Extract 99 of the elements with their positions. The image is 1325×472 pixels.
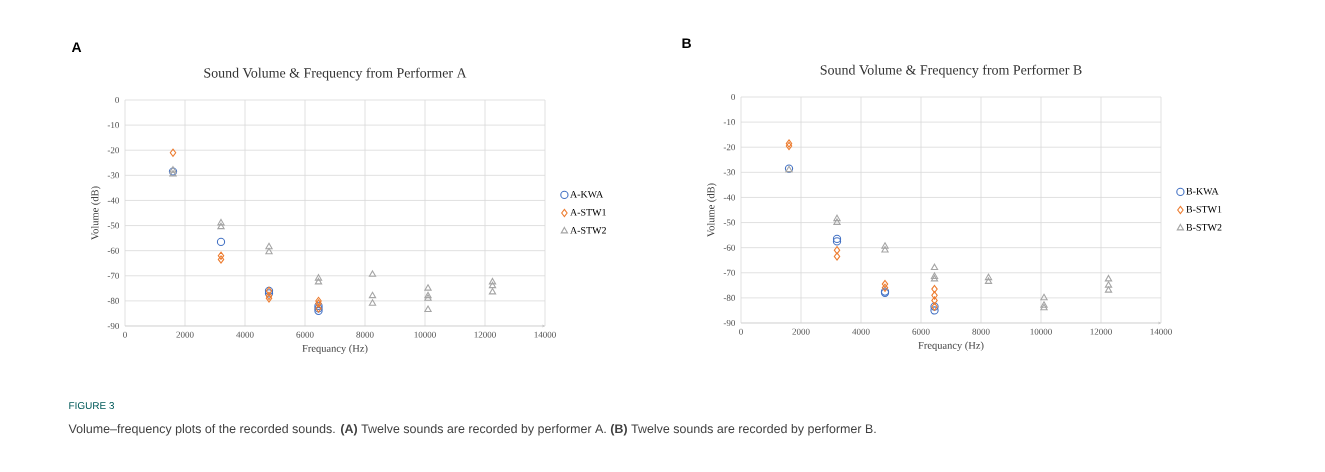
chart-title: Sound Volume & Frequency from Performer A <box>204 67 467 81</box>
x-tick-label: 0 <box>739 328 743 335</box>
point <box>881 242 889 249</box>
y-tick-label: -50 <box>723 219 736 226</box>
x-tick-label: 8000 <box>356 331 374 338</box>
y-tick-label: -30 <box>107 172 120 179</box>
point <box>833 214 841 222</box>
legend-label: A-STW1 <box>570 208 606 216</box>
y-tick-label: -40 <box>107 197 120 204</box>
point <box>424 305 432 313</box>
legend-label: B-STW1 <box>1186 205 1222 213</box>
x-tick-label: 10000 <box>414 331 436 338</box>
point <box>1040 303 1048 311</box>
point <box>1104 286 1113 293</box>
x-tick-label: 8000 <box>972 328 990 335</box>
point <box>833 252 841 261</box>
point <box>785 139 793 148</box>
y-tick-label: 0 <box>731 93 736 101</box>
point <box>930 306 939 315</box>
point <box>424 284 432 291</box>
y-tick-label: -80 <box>107 297 120 304</box>
y-axis-title: Volume (dB) <box>707 183 717 237</box>
point <box>368 299 377 306</box>
point <box>217 222 225 230</box>
legend-label: A-STW2 <box>570 227 606 234</box>
y-tick-label: -50 <box>107 222 120 229</box>
caption: FIGURE 3 <box>69 402 115 410</box>
y-tick-label: -90 <box>107 322 120 330</box>
x-tick-label: 12000 <box>1090 328 1112 335</box>
y-tick-label: -60 <box>107 247 120 254</box>
point <box>930 274 939 282</box>
point <box>217 251 225 260</box>
text: B <box>682 38 691 48</box>
point <box>315 296 322 306</box>
point <box>1040 301 1048 308</box>
y-tick-label: -20 <box>107 147 120 154</box>
point <box>265 247 273 255</box>
point <box>169 148 177 157</box>
text: Volume–frequency plots of the recorded sounds. (A) Twelve sounds are recorded by performer A. (B) Twelve sounds are recorded by performer B. <box>68 423 876 436</box>
point <box>1104 274 1113 282</box>
point <box>424 291 432 299</box>
text: A <box>71 42 82 52</box>
x-tick-label: 0 <box>123 331 127 338</box>
y-tick-label: -20 <box>723 144 736 151</box>
x-axis-title: Frequancy (Hz) <box>918 341 984 352</box>
x-tick-label: 6000 <box>912 328 930 335</box>
legend-label: B-STW2 <box>1186 224 1222 231</box>
point <box>314 274 323 281</box>
point <box>1040 293 1048 301</box>
point <box>833 246 841 255</box>
point <box>217 218 225 226</box>
point <box>265 242 273 250</box>
point <box>216 237 226 247</box>
point <box>833 218 841 225</box>
point <box>1104 281 1113 288</box>
x-axis-title: Frequancy (Hz) <box>302 344 368 355</box>
point <box>984 277 993 284</box>
x-tick-label: 6000 <box>296 331 314 338</box>
point <box>314 277 323 285</box>
chart-title: Sound Volume & Frequency from Performer B <box>820 64 1082 78</box>
point <box>424 294 432 301</box>
legend-label: B-KWA <box>1186 187 1219 195</box>
y-tick-label: -10 <box>107 122 120 129</box>
point <box>931 284 938 294</box>
point <box>488 277 497 285</box>
point <box>930 263 939 271</box>
y-tick-label: -70 <box>107 272 120 279</box>
point <box>368 291 377 299</box>
point <box>881 246 889 253</box>
y-axis-title: Volume (dB) <box>91 186 101 240</box>
y-tick-label: -30 <box>723 169 736 176</box>
x-tick-label: 2000 <box>792 328 810 335</box>
y-tick-label: -70 <box>723 269 736 276</box>
y-tick-label: -90 <box>723 319 736 327</box>
point <box>368 270 377 277</box>
y-tick-label: -80 <box>723 294 736 301</box>
x-tick-label: 10000 <box>1030 328 1052 335</box>
point <box>265 294 273 303</box>
y-tick-label: -40 <box>723 194 736 201</box>
point <box>984 273 993 281</box>
legend-label: A-KWA <box>570 190 604 198</box>
x-tick-label: 14000 <box>534 331 556 338</box>
point <box>881 283 889 292</box>
x-tick-label: 14000 <box>1150 328 1172 335</box>
x-tick-label: 4000 <box>236 331 254 338</box>
x-tick-label: 12000 <box>474 331 496 338</box>
y-tick-label: 0 <box>115 96 120 104</box>
point <box>881 279 889 289</box>
point <box>930 272 939 279</box>
x-tick-label: 2000 <box>176 331 194 338</box>
point <box>488 287 497 295</box>
point <box>931 291 938 300</box>
point <box>931 296 938 305</box>
y-tick-label: -10 <box>723 119 736 126</box>
point <box>488 281 497 289</box>
y-tick-label: -60 <box>723 244 736 251</box>
point <box>217 255 225 264</box>
point <box>785 141 793 151</box>
x-tick-label: 4000 <box>852 328 870 335</box>
